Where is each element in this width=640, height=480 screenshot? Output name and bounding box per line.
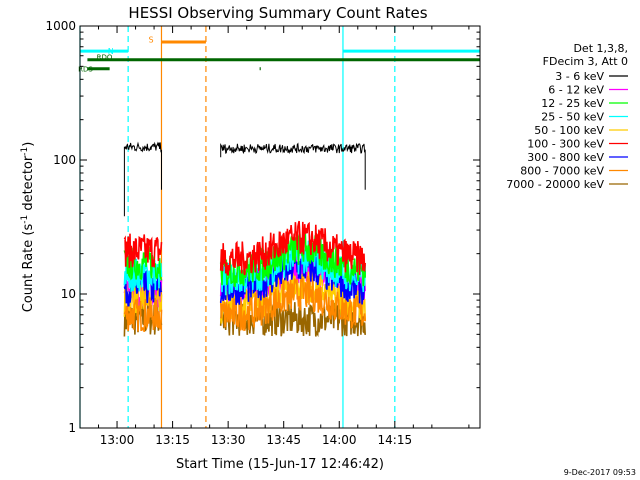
series-3to6keV-seg0	[123, 141, 162, 217]
flag-label-n: N	[108, 47, 114, 56]
legend-label-3: 25 - 50 keV	[541, 111, 604, 124]
series-100to300keV-seg1	[219, 220, 366, 276]
y-axis: 1 10 100 1000	[45, 19, 480, 435]
legend-label-5: 100 - 300 keV	[527, 138, 604, 151]
flag-label-rds: RDS	[78, 66, 93, 74]
x-tick-label-3: 13:45	[266, 433, 301, 447]
series-800to7000keV-seg1	[219, 275, 366, 332]
legend-label-6: 300 - 800 keV	[527, 151, 604, 164]
legend-label-0: 3 - 6 keV	[555, 70, 604, 83]
y-tick-label-0: 1	[68, 421, 76, 435]
flag-label-s: S	[149, 36, 154, 45]
footer-timestamp: 9-Dec-2017 09:53	[564, 468, 636, 477]
series-800to7000keV-seg0	[123, 297, 163, 332]
y-axis-label-mid: detector	[21, 155, 36, 215]
y-tick-label-1: 10	[61, 287, 76, 301]
legend-label-1: 6 - 12 keV	[548, 84, 604, 97]
series-3to6keV-seg1	[220, 142, 366, 190]
x-tick-label-0: 13:00	[100, 433, 135, 447]
y-axis-label-sup1: -1	[20, 215, 30, 224]
legend-header-line-1: Det 1,3,8,	[573, 42, 628, 55]
plot-frame	[79, 25, 481, 429]
plot-area: N S RDO RDS	[78, 26, 480, 428]
y-axis-label: Count Rate (s-1 detector-1)	[20, 142, 36, 313]
y-tick-label-2: 100	[53, 153, 76, 167]
x-tick-label-5: 14:15	[378, 433, 413, 447]
series-100to300keV-seg0	[123, 233, 163, 268]
y-axis-label-sup2: -1	[20, 147, 30, 156]
x-tick-label-4: 14:00	[322, 433, 357, 447]
x-tick-label-1: 13:15	[155, 433, 190, 447]
y-tick-label-3: 1000	[45, 19, 76, 33]
y-axis-label-end: )	[21, 142, 36, 147]
flag-label-rdo: RDO	[97, 54, 113, 62]
x-axis-label: Start Time (15-Jun-17 12:46:42)	[176, 457, 384, 472]
chart-title: HESSI Observing Summary Count Rates	[128, 4, 427, 22]
series-300to800keV-seg1	[219, 252, 366, 305]
legend-label-8: 7000 - 20000 keV	[506, 178, 604, 191]
legend-label-2: 12 - 25 keV	[541, 97, 604, 110]
legend-header-line-2: FDecim 3, Att 0	[543, 55, 628, 68]
y-axis-label-main: Count Rate (s	[21, 224, 36, 313]
legend-label-7: 800 - 7000 keV	[520, 165, 604, 178]
x-tick-label-2: 13:30	[211, 433, 246, 447]
x-axis: 13:00 13:15 13:30 13:45 14:00 14:15	[79, 26, 470, 447]
legend-label-4: 50 - 100 keV	[534, 124, 604, 137]
